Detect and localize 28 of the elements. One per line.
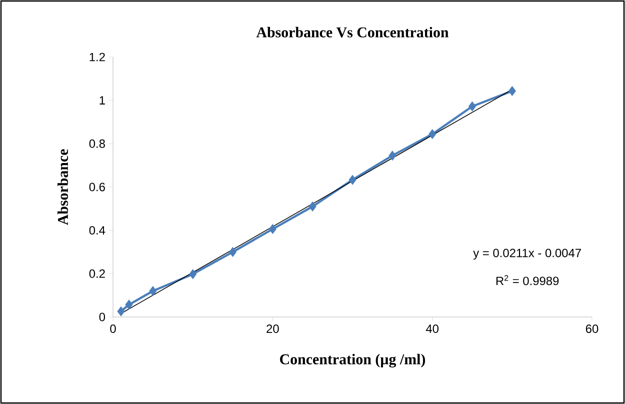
y-tick-label: 0 [99, 312, 106, 322]
point [228, 246, 237, 258]
annotation: R$^{2}$ = 0.9989 [496, 275, 559, 286]
y-tick-label: 0.8 [89, 139, 105, 148]
y-tick-label: 0.6 [89, 182, 105, 192]
point [125, 300, 133, 310]
x-tick-label: 40 [426, 324, 439, 333]
x-tick-label: 20 [266, 324, 279, 333]
point [508, 86, 516, 96]
point [428, 129, 436, 140]
point [268, 224, 276, 234]
point [348, 174, 356, 185]
x-tick-label: 0 [110, 324, 116, 333]
chart-title: Absorbance Vs Concentration [256, 26, 449, 38]
y-tick-label: 1 [100, 96, 105, 104]
x-axis-title: Concentration (µg /ml) [280, 354, 426, 368]
point [117, 306, 125, 316]
y-axis-title: Absorbance [58, 149, 68, 226]
point [468, 101, 476, 112]
y-tick-label: 1.2 [90, 52, 105, 62]
y-tick-label: 0.4 [89, 226, 106, 235]
annotation: y = 0.0211x - 0.0047 [473, 248, 581, 260]
y-tick-label: 0.2 [89, 269, 105, 278]
point [149, 286, 157, 296]
point [388, 150, 396, 161]
point [308, 201, 316, 212]
point [189, 269, 197, 280]
x-tick-label: 60 [586, 324, 598, 333]
